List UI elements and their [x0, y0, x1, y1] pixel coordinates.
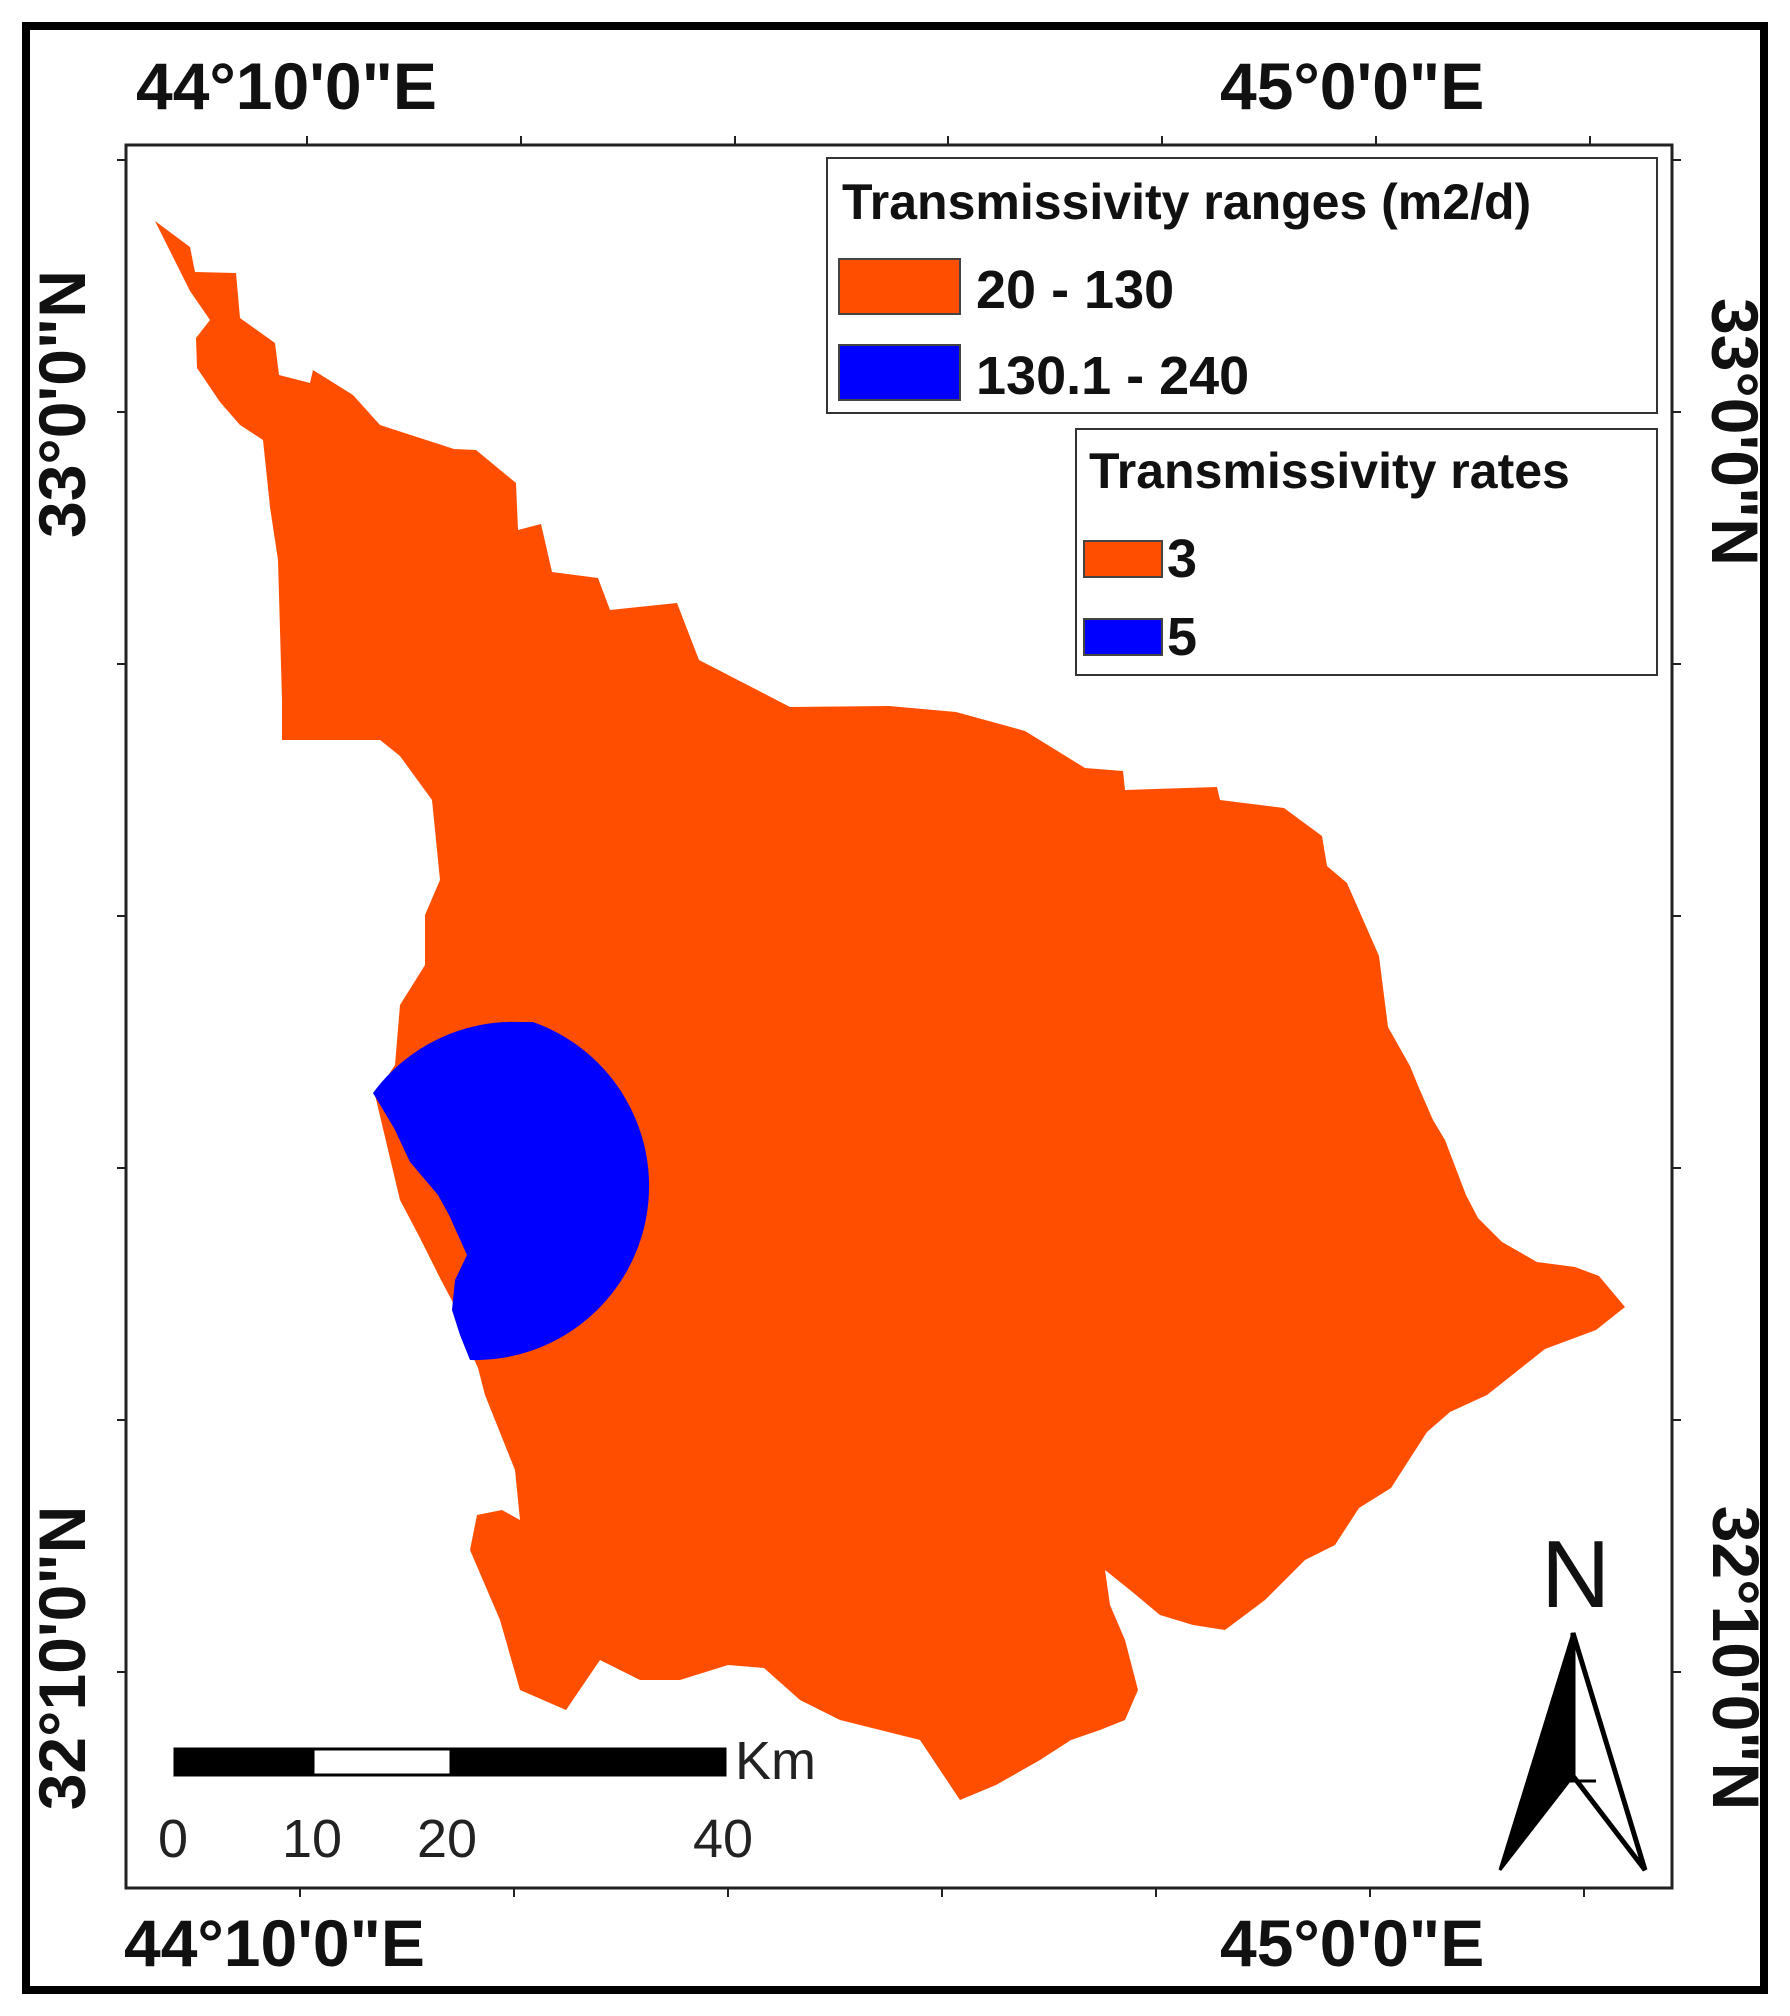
legend-rates: Transmissivity rates 3 5 [1075, 428, 1658, 676]
scale-tick-20: 20 [417, 1809, 478, 1869]
legend-rates-label-3: 3 [1167, 529, 1198, 589]
legend-ranges-swatch-low [838, 258, 961, 315]
scale-segment-3 [449, 1747, 727, 1777]
right-upper-latitude-label: 33°0'0"N [1698, 298, 1772, 566]
bottom-right-longitude-label: 45°0'0"E [1220, 1906, 1485, 1980]
tick-marks [117, 136, 1681, 1897]
outer-frame [22, 22, 1768, 1994]
left-upper-latitude-label: 33°0'0"N [25, 270, 99, 538]
north-arrow-left-half [1498, 1632, 1575, 1871]
high-transmissivity-zone [373, 1021, 650, 1361]
top-right-longitude-label: 45°0'0"E [1220, 49, 1485, 123]
left-lower-latitude-label: 32°10'0"N [25, 1505, 99, 1811]
legend-ranges-title: Transmissivity ranges (m2/d) [842, 174, 1532, 230]
scale-tick-10: 10 [282, 1809, 343, 1869]
neatline [124, 143, 1674, 1890]
legend-rates-label-5: 5 [1167, 607, 1198, 667]
north-label: N [1541, 1521, 1611, 1628]
scale-segment-1 [173, 1747, 315, 1777]
scale-bar [173, 1747, 727, 1777]
low-transmissivity-zone [155, 221, 1625, 1800]
bottom-left-longitude-label: 44°10'0"E [124, 1906, 425, 1980]
scale-tick-0: 0 [158, 1809, 189, 1869]
legend-ranges-swatch-high [838, 344, 961, 401]
right-lower-latitude-label: 32°10'0"N [1699, 1505, 1773, 1811]
legend-ranges-label-high: 130.1 - 240 [976, 346, 1250, 406]
legend-rates-swatch-3 [1083, 540, 1163, 578]
north-arrow-right-half [1570, 1632, 1648, 1872]
scale-tick-40: 40 [693, 1809, 754, 1869]
legend-rates-swatch-5 [1083, 618, 1163, 656]
scale-segment-2 [311, 1747, 453, 1777]
north-arrow [1498, 1632, 1648, 1872]
legend-ranges: Transmissivity ranges (m2/d) 20 - 130 13… [826, 157, 1658, 414]
top-left-longitude-label: 44°10'0"E [136, 49, 437, 123]
legend-rates-title: Transmissivity rates [1089, 443, 1570, 499]
scale-unit-label: Km [735, 1731, 816, 1791]
legend-ranges-label-low: 20 - 130 [976, 260, 1175, 320]
